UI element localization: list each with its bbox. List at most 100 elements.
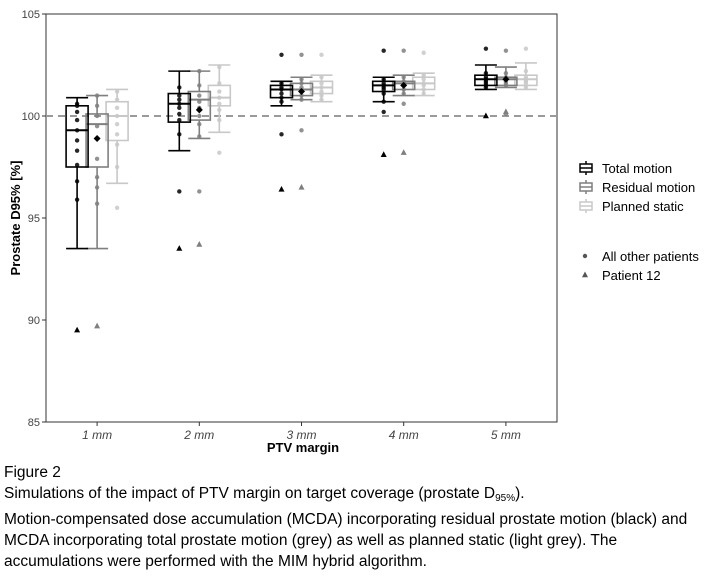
patient-point <box>217 150 222 155</box>
x-tick-label: 5 mm <box>491 428 521 442</box>
patient-point <box>279 52 284 57</box>
patient-point <box>381 109 386 115</box>
patient-point <box>217 81 222 86</box>
legend-label: Planned static <box>602 199 684 214</box>
patient-point <box>299 85 304 90</box>
patient-point <box>94 185 100 190</box>
y-axis-title: Prostate D95% [%] <box>8 161 23 276</box>
series-total-motion <box>65 46 510 333</box>
patient-point <box>114 164 120 170</box>
patient-point <box>319 89 324 94</box>
patient-point <box>177 117 182 123</box>
patient-point <box>279 81 284 86</box>
patient-12-point <box>298 183 305 190</box>
patient-point <box>217 95 222 100</box>
patient-point <box>279 99 284 104</box>
patient-12-point <box>74 326 81 333</box>
patient-point <box>421 73 426 78</box>
patient-12-point <box>278 185 285 192</box>
patient-point <box>74 109 80 115</box>
patient-point <box>381 99 386 104</box>
legend-item-patient-12: Patient 12 <box>582 268 661 283</box>
patient-point <box>94 93 100 98</box>
patient-point <box>177 93 182 98</box>
patient-point <box>114 113 120 119</box>
patient-point <box>503 70 509 76</box>
patient-12-point <box>482 112 489 119</box>
patient-point <box>197 113 202 119</box>
y-tick-label: 85 <box>28 417 40 429</box>
legend-triangle-icon <box>582 271 588 278</box>
caption-title-text: Simulations of the impact of PTV margin … <box>4 485 496 502</box>
y-axis: 85 90 95 100 105 <box>22 9 46 429</box>
x-tick-label: 3 mm <box>287 428 317 442</box>
x-tick-label: 2 mm <box>183 428 214 442</box>
patient-point <box>503 48 509 53</box>
patient-point <box>177 105 182 111</box>
x-axis-title: PTV margin <box>267 440 339 455</box>
patient-point <box>217 117 222 123</box>
patient-point <box>114 132 120 137</box>
legend-item-residual-motion: Residual motion <box>579 180 695 195</box>
patient-point <box>114 97 120 102</box>
series-planned-static <box>105 46 538 210</box>
patient-point <box>381 77 386 82</box>
patient-12-point <box>400 149 407 155</box>
patient-point <box>94 103 100 109</box>
patient-point <box>74 162 80 168</box>
patient-point <box>217 107 222 113</box>
mean-marker <box>400 81 408 89</box>
caption-title: Simulations of the impact of PTV margin … <box>4 483 708 509</box>
patient-point <box>114 142 120 147</box>
patient-point <box>279 91 284 96</box>
patient-point <box>421 91 426 96</box>
mean-marker <box>195 106 203 114</box>
patient-point <box>177 111 182 117</box>
patient-point <box>299 93 304 98</box>
box-iqr <box>65 105 89 168</box>
patient-point <box>94 175 100 180</box>
patient-point <box>114 121 120 127</box>
patient-point <box>177 101 182 106</box>
patient-point <box>74 179 80 184</box>
patient-point <box>421 87 426 92</box>
patient-point <box>197 83 202 88</box>
patient-12-point <box>502 108 509 115</box>
patient-point <box>197 93 202 98</box>
patient-point <box>401 101 406 106</box>
legend-label: Residual motion <box>602 180 695 195</box>
patient-point <box>319 85 324 90</box>
mean-marker <box>298 88 305 96</box>
patient-point <box>94 113 100 119</box>
patient-point <box>279 95 284 100</box>
patient-point <box>319 81 324 86</box>
patient-point <box>114 89 120 94</box>
legend-item-planned-static: Planned static <box>579 199 684 214</box>
patient-point <box>177 189 182 194</box>
patient-point <box>381 48 386 53</box>
legend-item-total-motion: Total motion <box>579 161 672 176</box>
patient-point <box>74 117 80 123</box>
patient-point <box>94 124 100 129</box>
caption-title-end: ). <box>515 485 525 502</box>
patient-point <box>197 121 202 127</box>
figure-label: Figure 2 <box>4 464 61 481</box>
patient-point <box>177 132 182 137</box>
x-tick-label: 1 mm <box>82 428 112 442</box>
patient-point <box>279 87 284 92</box>
patient-point <box>299 77 304 82</box>
patient-point <box>197 68 202 74</box>
patient-point <box>197 134 202 139</box>
y-tick-label: 95 <box>28 213 40 225</box>
patient-point <box>279 132 284 137</box>
patient-point <box>319 52 324 57</box>
patient-point <box>74 197 80 202</box>
caption-body: Motion-compensated dose accumulation (MC… <box>4 511 688 570</box>
patient-point <box>217 89 222 94</box>
patient-point <box>401 91 406 96</box>
patient-point <box>401 87 406 92</box>
patient-point <box>503 83 509 88</box>
legend: Total motion Residual motion Planned stati… <box>579 161 699 283</box>
patient-point <box>217 64 222 70</box>
patient-point <box>299 81 304 86</box>
